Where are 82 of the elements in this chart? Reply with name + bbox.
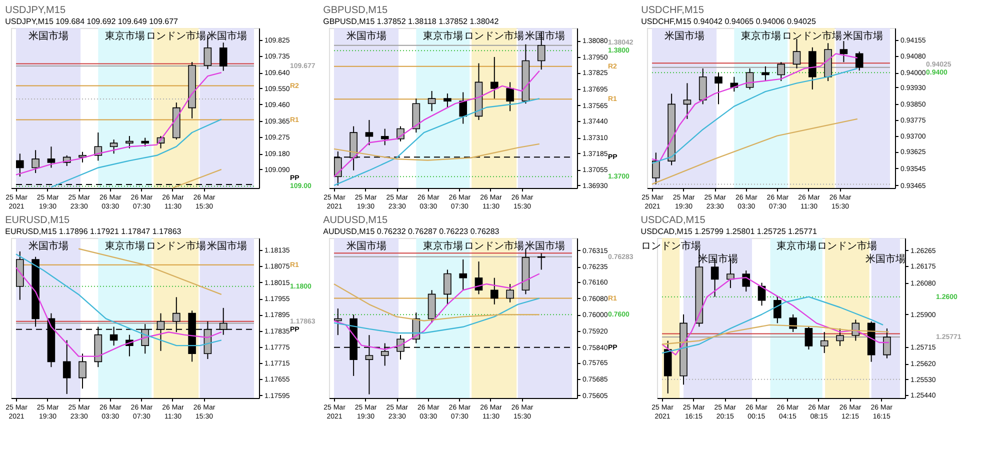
candlestick: [444, 269, 452, 305]
chart-title: USDJPY,M15: [5, 5, 66, 16]
candlestick: [774, 296, 782, 324]
band-label: 米国市場: [346, 30, 386, 42]
band-label: ロンドン市場: [146, 240, 206, 252]
line-series: [333, 298, 540, 334]
band-label: 米国市場: [346, 240, 386, 252]
line-series: [661, 324, 890, 345]
candlestick: [365, 119, 374, 146]
chart-subtitle: AUDUSD,M15 0.76232 0.76287 0.76223 0.76283: [323, 227, 500, 236]
candlestick: [746, 68, 754, 90]
candlestick: [459, 92, 468, 124]
band-label: 東京市場: [422, 30, 463, 42]
candlestick: [883, 328, 891, 359]
chart-subtitle: USDJPY,M15 109.684 109.692 109.649 109.677: [5, 17, 179, 26]
chart-title: USDCHF,M15: [641, 5, 704, 16]
band-label: 米国市場: [28, 240, 68, 252]
band-label: 米国市場: [524, 240, 565, 252]
line-series: [651, 118, 858, 185]
candlestick: [62, 340, 71, 394]
band-label: 米国市場: [664, 30, 704, 42]
candlestick: [777, 62, 786, 82]
candlestick: [762, 66, 770, 82]
band-label: ロンドン市場: [782, 30, 842, 42]
band-label: 米国市場: [206, 240, 247, 252]
candlestick: [506, 82, 514, 112]
candlestick: [714, 72, 722, 105]
chart-subtitle: USDCAD,M15 1.25799 1.25801 1.25725 1.25771: [640, 227, 818, 236]
chart-title: EURUSD,M15: [5, 215, 70, 226]
candlestick: [110, 139, 118, 154]
chart-subtitle: USDCHF,M15 0.94042 0.94065 0.94006 0.94025: [641, 17, 816, 26]
candlestick: [804, 326, 813, 350]
candlestick: [490, 56, 498, 100]
candlestick: [16, 153, 24, 178]
candlestick: [742, 270, 750, 292]
chart-title: USDCAD,M15: [640, 215, 706, 226]
candlestick: [855, 51, 864, 72]
band-label: ロンドン市場: [464, 240, 524, 252]
candlestick: [47, 146, 56, 168]
candlestick: [126, 136, 134, 149]
candlestick: [444, 93, 452, 108]
band-label: ロンドン市場: [146, 30, 206, 42]
chart-title: GBPUSD,M15: [323, 5, 388, 16]
candlestick: [683, 82, 692, 120]
line-series: [15, 72, 222, 176]
band-label: 東京市場: [422, 240, 463, 252]
chart-subtitle: EURUSD,M15 1.17896 1.17921 1.17847 1.17863: [5, 227, 182, 236]
band-label: 米国市場: [206, 30, 247, 42]
candlestick: [789, 314, 797, 332]
line-series: [333, 70, 540, 178]
candlestick: [506, 283, 514, 303]
candlestick: [836, 328, 844, 347]
chart-title: AUDUSD,M15: [323, 215, 388, 226]
candlestick: [78, 353, 86, 390]
line-series: [333, 98, 540, 186]
candlestick: [459, 258, 468, 291]
band-label: 米国市場: [842, 30, 883, 42]
line-series: [661, 296, 884, 354]
candlestick: [840, 40, 848, 63]
candlestick: [490, 277, 498, 305]
candlestick: [219, 42, 228, 72]
candlestick: [380, 128, 389, 146]
candlestick: [792, 38, 801, 69]
band-label: ロンドン市場: [817, 240, 878, 252]
band-label: 東京市場: [104, 240, 145, 252]
band-label: ロンドン市場: [640, 240, 701, 252]
candlestick: [698, 68, 707, 105]
candlestick: [537, 252, 546, 270]
line-series: [15, 254, 222, 346]
candlestick: [32, 150, 40, 174]
line-series: [333, 283, 540, 322]
candlestick: [820, 331, 828, 354]
line-series: [333, 143, 540, 161]
band-label: 東京市場: [776, 240, 816, 252]
band-label: 米国市場: [866, 253, 906, 265]
band-label: 東京市場: [740, 30, 781, 42]
band-label: 米国市場: [28, 30, 68, 42]
band-label: 東京市場: [104, 30, 145, 42]
candlestick: [428, 90, 436, 112]
chart-subtitle: GBPUSD,M15 1.37852 1.38118 1.37852 1.38042: [323, 17, 500, 26]
line-series: [50, 118, 222, 188]
band-label: ロンドン市場: [464, 30, 524, 42]
